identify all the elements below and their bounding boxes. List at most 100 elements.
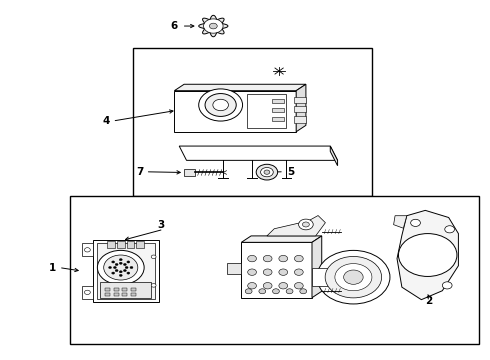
Bar bbox=[82, 286, 93, 299]
Bar bbox=[131, 288, 136, 291]
Circle shape bbox=[112, 272, 115, 274]
Circle shape bbox=[272, 289, 279, 294]
Bar bbox=[312, 268, 336, 286]
Circle shape bbox=[294, 255, 303, 262]
Bar bbox=[100, 282, 151, 298]
Circle shape bbox=[123, 264, 126, 266]
Circle shape bbox=[247, 255, 256, 262]
Bar bbox=[294, 106, 306, 112]
Circle shape bbox=[335, 264, 372, 291]
Circle shape bbox=[263, 269, 272, 275]
Polygon shape bbox=[242, 236, 322, 242]
Circle shape bbox=[127, 261, 130, 263]
Circle shape bbox=[199, 89, 243, 121]
Polygon shape bbox=[330, 146, 338, 166]
Bar bbox=[114, 288, 119, 291]
Circle shape bbox=[151, 284, 156, 287]
Polygon shape bbox=[393, 216, 407, 228]
Bar bbox=[122, 288, 127, 291]
Circle shape bbox=[203, 19, 223, 33]
Circle shape bbox=[114, 266, 116, 269]
Circle shape bbox=[264, 170, 270, 174]
Bar bbox=[242, 242, 312, 298]
Bar bbox=[70, 196, 479, 344]
Circle shape bbox=[445, 226, 455, 233]
Circle shape bbox=[279, 283, 288, 289]
Bar bbox=[131, 293, 136, 296]
Bar bbox=[272, 99, 284, 103]
Bar bbox=[272, 117, 284, 121]
Bar bbox=[105, 293, 110, 296]
Circle shape bbox=[115, 264, 118, 266]
Bar bbox=[107, 241, 115, 248]
Circle shape bbox=[213, 99, 228, 111]
Bar bbox=[174, 91, 296, 132]
Circle shape bbox=[125, 266, 128, 269]
Circle shape bbox=[119, 274, 122, 276]
Bar bbox=[117, 241, 124, 248]
Circle shape bbox=[442, 282, 452, 289]
Circle shape bbox=[256, 164, 278, 180]
Circle shape bbox=[398, 234, 457, 276]
Circle shape bbox=[302, 222, 309, 227]
Bar bbox=[122, 293, 127, 296]
Circle shape bbox=[279, 269, 288, 275]
Circle shape bbox=[247, 269, 256, 275]
Circle shape bbox=[112, 261, 115, 263]
Bar bbox=[126, 241, 134, 248]
Bar bbox=[247, 94, 287, 128]
Bar bbox=[272, 108, 284, 112]
Circle shape bbox=[261, 167, 273, 177]
Circle shape bbox=[123, 270, 126, 272]
Circle shape bbox=[300, 289, 307, 294]
Text: 7: 7 bbox=[136, 167, 144, 177]
Text: 2: 2 bbox=[425, 296, 433, 306]
Circle shape bbox=[411, 219, 420, 226]
Circle shape bbox=[151, 255, 156, 258]
Polygon shape bbox=[179, 146, 338, 160]
Bar bbox=[93, 240, 159, 302]
Circle shape bbox=[115, 270, 118, 272]
Polygon shape bbox=[296, 84, 306, 132]
Polygon shape bbox=[267, 216, 325, 236]
Circle shape bbox=[317, 250, 390, 304]
Circle shape bbox=[119, 262, 122, 264]
Bar bbox=[227, 263, 242, 274]
Circle shape bbox=[109, 266, 112, 269]
Circle shape bbox=[298, 219, 313, 230]
Circle shape bbox=[104, 255, 138, 280]
Circle shape bbox=[263, 255, 272, 262]
Bar bbox=[97, 243, 155, 300]
Circle shape bbox=[130, 266, 133, 269]
Circle shape bbox=[119, 271, 122, 273]
Bar bbox=[294, 116, 306, 123]
Text: 4: 4 bbox=[102, 116, 110, 126]
Bar bbox=[105, 288, 110, 291]
Circle shape bbox=[84, 290, 90, 294]
Bar bbox=[114, 293, 119, 296]
Circle shape bbox=[205, 94, 236, 116]
Bar bbox=[133, 48, 372, 196]
Polygon shape bbox=[397, 210, 459, 300]
Circle shape bbox=[209, 23, 217, 29]
Circle shape bbox=[84, 248, 90, 252]
Circle shape bbox=[279, 255, 288, 262]
Circle shape bbox=[259, 289, 266, 294]
Circle shape bbox=[245, 289, 252, 294]
Circle shape bbox=[98, 250, 144, 285]
Circle shape bbox=[286, 289, 293, 294]
Text: 1: 1 bbox=[49, 262, 56, 273]
Text: 5: 5 bbox=[288, 167, 295, 177]
Bar bbox=[184, 169, 195, 176]
Polygon shape bbox=[199, 15, 228, 37]
Bar bbox=[82, 243, 93, 256]
Bar bbox=[136, 241, 144, 248]
Text: 3: 3 bbox=[158, 220, 165, 230]
Circle shape bbox=[127, 272, 130, 274]
Circle shape bbox=[263, 283, 272, 289]
Circle shape bbox=[343, 270, 363, 284]
Polygon shape bbox=[174, 84, 306, 91]
Text: 6: 6 bbox=[171, 21, 178, 31]
Circle shape bbox=[294, 283, 303, 289]
Bar bbox=[294, 97, 306, 103]
